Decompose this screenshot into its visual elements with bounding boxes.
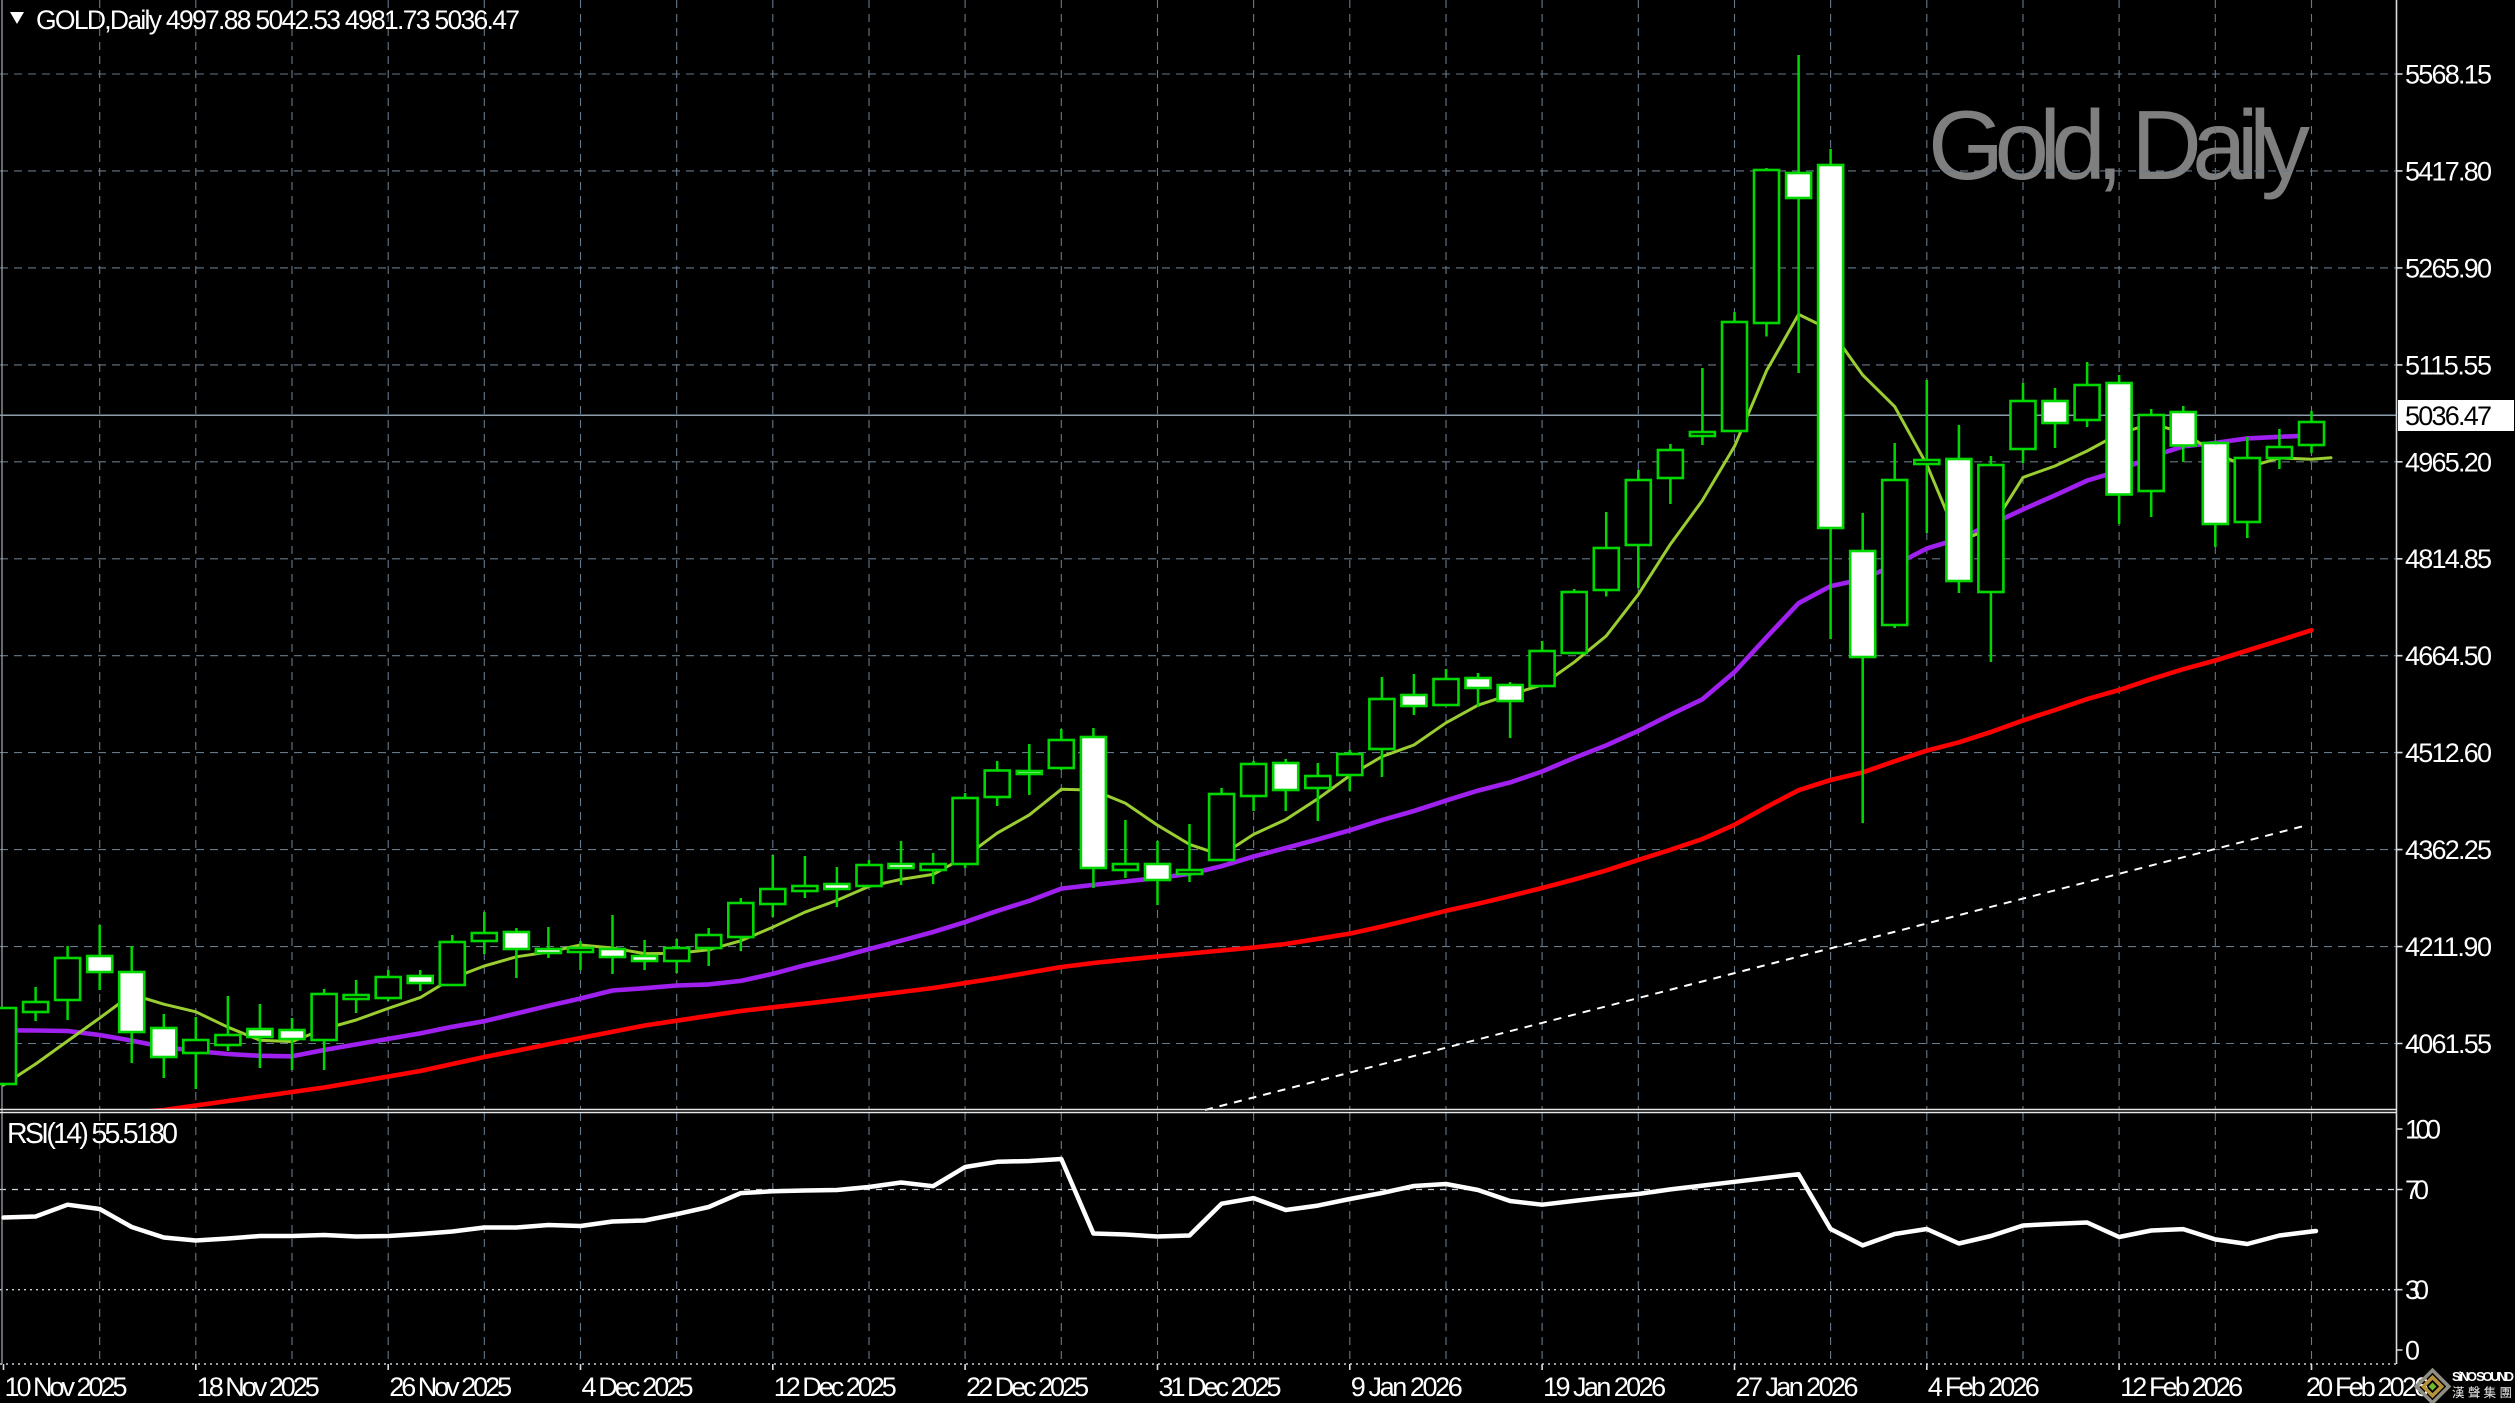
svg-text:18 Nov 2025: 18 Nov 2025 (197, 1372, 320, 1402)
svg-text:5265.90: 5265.90 (2405, 253, 2492, 283)
svg-text:5115.55: 5115.55 (2405, 350, 2492, 380)
svg-text:GOLD,Daily 4997.88 5042.53 49: GOLD,Daily 4997.88 5042.53 4981.73 5036.… (36, 5, 520, 35)
svg-text:22 Dec 2025: 22 Dec 2025 (966, 1372, 1089, 1402)
svg-text:19 Jan 2026: 19 Jan 2026 (1543, 1372, 1666, 1402)
svg-text:4061.55: 4061.55 (2405, 1029, 2492, 1059)
svg-text:4211.90: 4211.90 (2405, 932, 2492, 962)
svg-text:5417.80: 5417.80 (2405, 156, 2492, 186)
svg-text:20 Feb 2026: 20 Feb 2026 (2306, 1372, 2429, 1402)
svg-text:0: 0 (2405, 1336, 2420, 1366)
svg-text:12 Dec 2025: 12 Dec 2025 (774, 1372, 897, 1402)
svg-text:5036.47: 5036.47 (2405, 401, 2492, 431)
svg-text:RSI(14) 55.5180: RSI(14) 55.5180 (7, 1118, 178, 1150)
svg-text:4965.20: 4965.20 (2405, 447, 2492, 477)
svg-text:4814.85: 4814.85 (2405, 544, 2492, 574)
svg-text:100: 100 (2405, 1115, 2441, 1145)
svg-text:4 Dec 2025: 4 Dec 2025 (582, 1372, 694, 1402)
svg-text:12 Feb 2026: 12 Feb 2026 (2120, 1372, 2243, 1402)
svg-text:30: 30 (2405, 1275, 2429, 1305)
svg-text:10 Nov 2025: 10 Nov 2025 (5, 1372, 128, 1402)
svg-text:SiNO SOUND: SiNO SOUND (2452, 1369, 2514, 1384)
svg-text:9 Jan 2026: 9 Jan 2026 (1351, 1372, 1463, 1402)
svg-text:4 Feb 2026: 4 Feb 2026 (1928, 1372, 2040, 1402)
svg-text:26 Nov 2025: 26 Nov 2025 (389, 1372, 512, 1402)
svg-text:4664.50: 4664.50 (2405, 641, 2492, 671)
svg-text:70: 70 (2405, 1175, 2429, 1205)
svg-text:4362.25: 4362.25 (2405, 835, 2492, 865)
svg-text:5568.15: 5568.15 (2405, 60, 2492, 90)
svg-text:27 Jan 2026: 27 Jan 2026 (1736, 1372, 1859, 1402)
svg-text:31 Dec 2025: 31 Dec 2025 (1159, 1372, 1282, 1402)
svg-text:4512.60: 4512.60 (2405, 738, 2492, 768)
